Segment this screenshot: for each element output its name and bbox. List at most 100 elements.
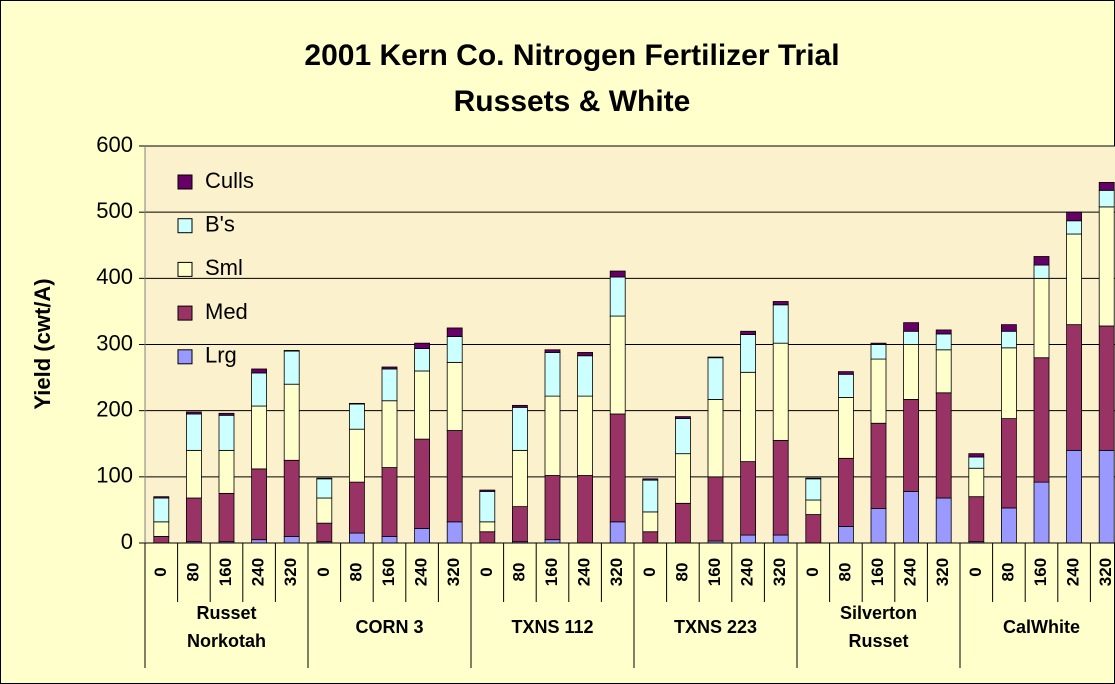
x-tick-label: 240 bbox=[575, 558, 594, 586]
bar-segment bbox=[675, 502, 691, 544]
bar-segment bbox=[1066, 220, 1082, 235]
bar-segment bbox=[1098, 449, 1115, 544]
x-tick-label: 160 bbox=[705, 558, 724, 586]
group-label: Norkotah bbox=[187, 631, 266, 651]
bar-segment bbox=[218, 414, 235, 451]
bar-segment bbox=[838, 457, 854, 527]
bar-segment bbox=[707, 476, 724, 542]
bar-segment bbox=[675, 416, 691, 420]
bar-segment bbox=[805, 478, 822, 501]
legend-label: Lrg bbox=[205, 343, 237, 368]
bar-segment bbox=[935, 329, 952, 335]
group-label: Silverton bbox=[840, 603, 917, 623]
bar-segment bbox=[153, 535, 170, 544]
bar-segment bbox=[1066, 449, 1082, 544]
bar-segment bbox=[968, 496, 985, 543]
x-tick-label: 80 bbox=[998, 563, 1017, 582]
bar-segment bbox=[642, 479, 659, 513]
bar-segment bbox=[446, 521, 463, 544]
bar-segment bbox=[609, 521, 626, 544]
bar-segment bbox=[1098, 325, 1115, 451]
x-tick-label: 160 bbox=[868, 558, 887, 586]
bar-segment bbox=[1066, 324, 1082, 451]
x-tick-label: 0 bbox=[803, 567, 822, 576]
bar-segment bbox=[1098, 181, 1115, 191]
bar-segment bbox=[707, 356, 724, 359]
bar-segment bbox=[707, 399, 724, 478]
bar-segment bbox=[577, 352, 593, 357]
bar-segment bbox=[414, 348, 431, 372]
bar-segment bbox=[316, 478, 333, 499]
bar-segment bbox=[512, 404, 528, 408]
bar-segment bbox=[1001, 347, 1017, 420]
bar-segment bbox=[772, 342, 789, 441]
bar-segment bbox=[544, 475, 561, 541]
bar-segment bbox=[185, 411, 202, 415]
bar-segment bbox=[185, 449, 202, 499]
bar-segment bbox=[675, 418, 691, 455]
x-tick-label: 320 bbox=[1096, 558, 1115, 586]
bar-segment bbox=[870, 358, 887, 424]
legend-label: Med bbox=[205, 299, 248, 324]
group-label: TXNS 112 bbox=[511, 617, 593, 637]
group-label: CalWhite bbox=[1003, 617, 1080, 637]
bar-segment bbox=[512, 406, 528, 451]
bar-segment bbox=[609, 413, 626, 523]
x-tick-label: 0 bbox=[640, 567, 659, 576]
bar-segment bbox=[185, 497, 202, 543]
bar-segment bbox=[1098, 206, 1115, 327]
bar-segment bbox=[903, 490, 919, 544]
bar-segment bbox=[772, 534, 789, 544]
x-tick-label: 160 bbox=[1031, 558, 1050, 586]
bar-segment bbox=[870, 344, 887, 360]
bar-segment bbox=[577, 355, 593, 397]
bar-segment bbox=[153, 497, 170, 523]
bar-segment bbox=[348, 428, 365, 483]
x-tick-label: 0 bbox=[966, 567, 985, 576]
x-tick-label: 80 bbox=[346, 563, 365, 582]
bar-segment bbox=[251, 368, 268, 374]
y-tick-label: 500 bbox=[96, 198, 133, 223]
bar-segment bbox=[414, 528, 431, 544]
x-tick-label: 240 bbox=[738, 558, 757, 586]
x-tick-label: 240 bbox=[249, 558, 268, 586]
bar-segment bbox=[838, 371, 854, 375]
legend-swatch bbox=[177, 261, 193, 277]
bar-segment bbox=[479, 531, 496, 544]
legend-label: B's bbox=[205, 212, 235, 237]
bar-segment bbox=[512, 449, 528, 508]
bar-segment bbox=[772, 301, 789, 306]
bar-segment bbox=[381, 467, 398, 537]
bar-segment bbox=[446, 430, 463, 523]
bar-segment bbox=[1033, 256, 1050, 266]
bar-segment bbox=[218, 492, 235, 543]
bar-segment bbox=[1033, 264, 1050, 279]
bar-segment bbox=[283, 350, 300, 385]
bar-segment bbox=[805, 514, 822, 544]
legend-swatch bbox=[177, 174, 193, 190]
bar-segment bbox=[642, 531, 659, 544]
y-tick-label: 200 bbox=[96, 396, 133, 421]
bar-segment bbox=[1033, 357, 1050, 483]
legend-swatch bbox=[177, 305, 193, 321]
bar-segment bbox=[838, 397, 854, 459]
chart-title: 2001 Kern Co. Nitrogen Fertilizer Trial bbox=[304, 39, 839, 72]
x-tick-label: 320 bbox=[444, 558, 463, 586]
group-label: Russet bbox=[848, 631, 908, 651]
x-tick-label: 240 bbox=[1064, 558, 1083, 586]
bar-segment bbox=[348, 532, 365, 544]
bar-segment bbox=[316, 477, 333, 480]
bar-segment bbox=[283, 383, 300, 461]
bar-segment bbox=[479, 521, 496, 533]
bar-segment bbox=[968, 467, 985, 498]
bar-segment bbox=[968, 456, 985, 469]
legend-swatch bbox=[177, 218, 193, 234]
bar-segment bbox=[414, 342, 431, 349]
legend-label: Sml bbox=[205, 255, 243, 280]
bar-segment bbox=[968, 453, 985, 458]
bar-segment bbox=[251, 468, 268, 541]
bar-segment bbox=[479, 489, 496, 492]
bar-segment bbox=[740, 534, 756, 544]
bar-segment bbox=[903, 399, 919, 492]
